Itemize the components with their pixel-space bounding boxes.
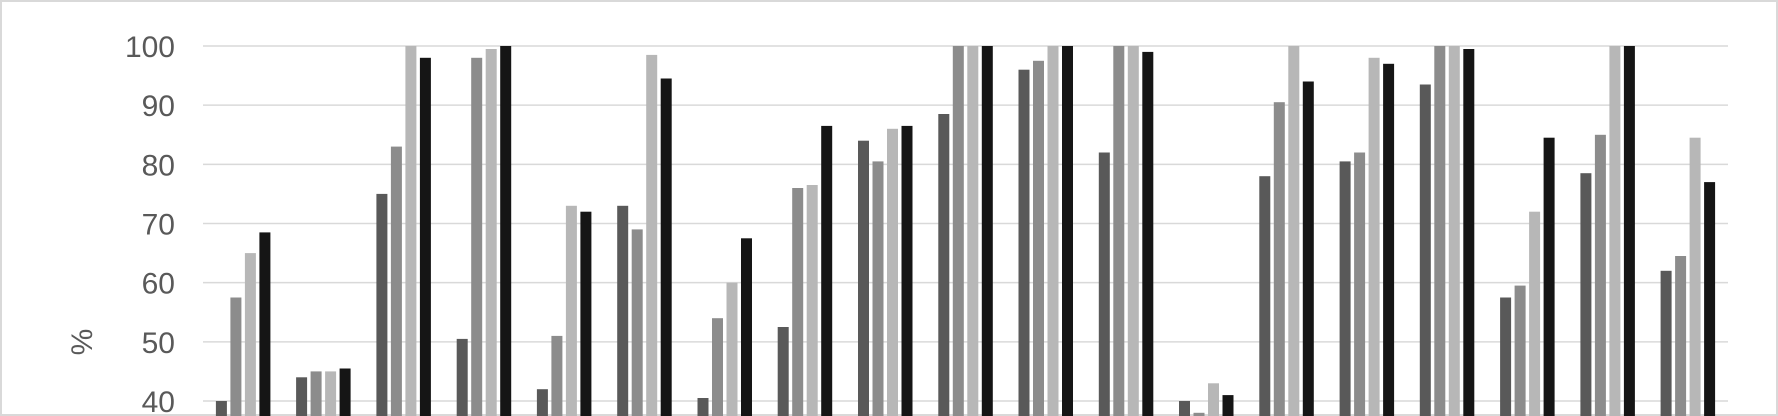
bar — [646, 54, 658, 416]
bar — [1543, 137, 1555, 416]
bar — [1368, 57, 1380, 416]
bar — [1419, 84, 1431, 416]
bar — [792, 188, 804, 416]
bar — [259, 232, 271, 416]
bar — [697, 398, 709, 416]
bar — [1098, 152, 1110, 416]
bar — [390, 146, 402, 416]
y-tick-label: 100 — [125, 31, 175, 64]
bar — [1062, 46, 1073, 416]
bar — [938, 114, 950, 416]
bar — [310, 371, 322, 416]
bar — [1273, 102, 1285, 416]
bar — [1580, 173, 1592, 416]
y-tick-label: 50 — [142, 327, 175, 360]
bar — [1594, 134, 1606, 416]
bar — [1179, 401, 1190, 416]
bar — [1018, 69, 1030, 416]
bar — [1208, 383, 1219, 416]
bar — [952, 46, 964, 416]
bar — [1623, 46, 1635, 416]
bar — [500, 46, 512, 416]
bar — [1463, 49, 1475, 416]
bar — [551, 335, 563, 416]
bar — [1354, 152, 1366, 416]
bar — [741, 238, 752, 416]
bar — [777, 327, 789, 416]
bar — [339, 368, 351, 416]
bar — [1127, 46, 1139, 416]
bar — [1500, 297, 1512, 416]
bar — [967, 46, 979, 416]
bar — [580, 211, 592, 416]
bar — [1142, 51, 1154, 416]
bar — [565, 205, 577, 416]
y-tick-label: 90 — [142, 90, 175, 123]
bar — [1222, 395, 1234, 416]
bar — [485, 49, 497, 416]
bar — [296, 377, 308, 416]
bar — [631, 229, 643, 416]
bar — [1434, 46, 1446, 416]
bar — [1193, 412, 1205, 416]
bar — [536, 389, 548, 416]
bar — [872, 161, 884, 416]
bar — [806, 185, 818, 416]
bar — [1259, 176, 1271, 416]
bar — [1339, 161, 1351, 416]
bar — [325, 371, 337, 416]
bar — [1448, 46, 1460, 416]
y-tick-label: 70 — [142, 209, 175, 242]
bar — [1660, 270, 1672, 416]
bar — [660, 78, 672, 416]
bar — [471, 57, 483, 416]
bar — [1609, 46, 1621, 416]
bar — [405, 46, 417, 416]
y-axis-label: % — [66, 329, 99, 356]
bar — [1033, 60, 1044, 416]
bar — [1529, 211, 1541, 416]
bar — [1302, 81, 1314, 416]
bar — [376, 193, 388, 416]
bar — [230, 297, 242, 416]
bar — [1288, 46, 1300, 416]
bar — [215, 401, 227, 416]
y-axis-ticks: 40 50 60 70 80 90 100 — [125, 31, 175, 416]
bar — [419, 57, 431, 416]
y-tick-label: 80 — [142, 149, 175, 182]
bar — [456, 338, 468, 416]
y-tick-label: 40 — [142, 386, 175, 416]
bar — [901, 125, 913, 416]
bar — [1704, 182, 1716, 416]
bar — [726, 282, 738, 416]
bar — [1689, 137, 1701, 416]
bar — [712, 318, 723, 416]
bar — [981, 46, 993, 416]
bars — [215, 46, 1716, 416]
y-tick-label: 60 — [142, 268, 175, 301]
bar — [1514, 285, 1526, 416]
bar — [1113, 46, 1125, 416]
bar — [858, 140, 869, 416]
gridlines — [203, 45, 1728, 402]
bar — [617, 205, 629, 416]
bar — [244, 253, 256, 416]
bar — [1675, 256, 1687, 416]
bar — [1383, 63, 1395, 416]
bar — [1047, 46, 1059, 416]
bar — [887, 128, 898, 416]
bar — [821, 125, 833, 416]
